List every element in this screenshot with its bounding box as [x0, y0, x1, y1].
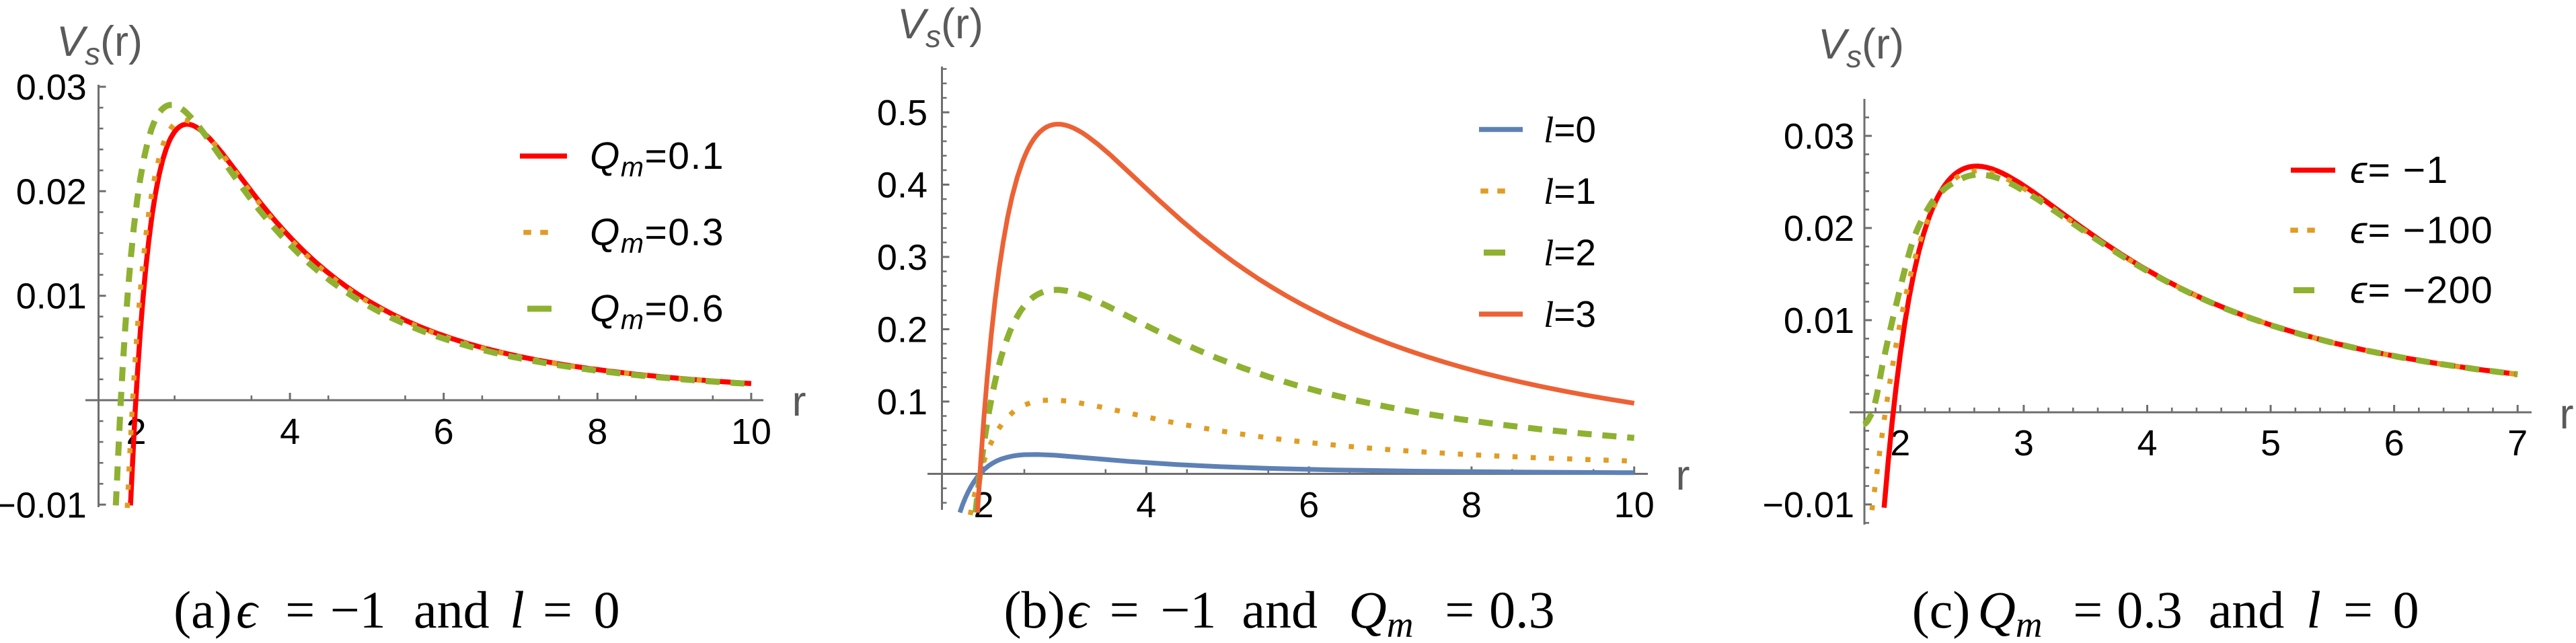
- svg-text:r: r: [2560, 391, 2574, 438]
- svg-text:l: l: [510, 580, 525, 639]
- svg-text:ϵ= −1: ϵ= −1: [2350, 149, 2449, 192]
- svg-text:(a): (a): [174, 580, 232, 639]
- svg-text:0.2: 0.2: [877, 310, 927, 350]
- svg-text:0.3: 0.3: [1489, 580, 1555, 639]
- svg-text:6: 6: [434, 412, 454, 452]
- svg-text:l=3: l=3: [1544, 293, 1596, 335]
- svg-text:10: 10: [1614, 485, 1655, 525]
- svg-text:−1: −1: [330, 580, 386, 639]
- svg-text:and: and: [1242, 580, 1318, 639]
- svg-text:l: l: [2306, 580, 2321, 639]
- svg-text:−1: −1: [1160, 580, 1216, 639]
- svg-text:ϵ= −200: ϵ= −200: [2350, 269, 2493, 312]
- svg-text:=: =: [285, 580, 315, 639]
- svg-text:Vs(r): Vs(r): [56, 18, 143, 71]
- svg-text:Qm=0.3: Qm=0.3: [590, 211, 724, 259]
- svg-text:ϵ: ϵ: [236, 580, 259, 639]
- svg-text:0.3: 0.3: [877, 237, 927, 278]
- svg-text:and: and: [414, 580, 490, 639]
- svg-text:Qm=0.1: Qm=0.1: [590, 135, 724, 182]
- svg-text:8: 8: [587, 412, 607, 452]
- svg-text:=: =: [2073, 580, 2103, 639]
- svg-text:4: 4: [2137, 423, 2157, 463]
- svg-text:0.01: 0.01: [16, 276, 87, 317]
- svg-text:0.02: 0.02: [16, 172, 87, 212]
- svg-text:l=0: l=0: [1544, 109, 1596, 151]
- svg-text:−0.01: −0.01: [0, 485, 87, 525]
- svg-text:ϵ: ϵ: [1067, 580, 1090, 639]
- svg-text:Vs(r): Vs(r): [897, 1, 983, 54]
- svg-text:0.01: 0.01: [1784, 301, 1854, 341]
- svg-text:Qm=0.6: Qm=0.6: [590, 287, 724, 335]
- svg-text:ϵ= −100: ϵ= −100: [2350, 209, 2493, 252]
- svg-text:10: 10: [731, 412, 771, 452]
- svg-text:r: r: [1676, 452, 1690, 499]
- svg-text:=: =: [1110, 580, 1139, 639]
- svg-text:r: r: [792, 378, 806, 425]
- svg-text:and: and: [2209, 580, 2285, 639]
- svg-text:5: 5: [2261, 423, 2281, 463]
- svg-text:6: 6: [2384, 423, 2404, 463]
- svg-text:0: 0: [594, 580, 620, 639]
- svg-text:3: 3: [2014, 423, 2034, 463]
- svg-text:0.3: 0.3: [2117, 580, 2183, 639]
- svg-text:−0.01: −0.01: [1762, 485, 1854, 525]
- svg-text:0.1: 0.1: [877, 382, 927, 422]
- svg-text:4: 4: [280, 412, 300, 452]
- svg-text:l=1: l=1: [1544, 170, 1596, 212]
- svg-text:8: 8: [1462, 485, 1482, 525]
- svg-text:Vs(r): Vs(r): [1818, 21, 1904, 74]
- svg-text:0.5: 0.5: [877, 93, 927, 133]
- svg-text:(c): (c): [1912, 580, 1971, 639]
- svg-text:0.03: 0.03: [1784, 116, 1854, 157]
- svg-text:0: 0: [2393, 580, 2419, 639]
- svg-text:l=2: l=2: [1544, 232, 1596, 274]
- svg-text:=: =: [543, 580, 572, 639]
- svg-text:0.03: 0.03: [16, 67, 87, 108]
- svg-text:7: 7: [2507, 423, 2528, 463]
- svg-text:=: =: [1445, 580, 1474, 639]
- svg-text:6: 6: [1299, 485, 1319, 525]
- svg-text:=: =: [2343, 580, 2373, 639]
- svg-text:4: 4: [1136, 485, 1156, 525]
- svg-text:Qm: Qm: [1977, 580, 2042, 640]
- svg-text:(b): (b): [1004, 580, 1065, 639]
- svg-text:0.4: 0.4: [877, 165, 927, 206]
- svg-text:0.02: 0.02: [1784, 209, 1854, 249]
- svg-text:Qm: Qm: [1349, 580, 1413, 640]
